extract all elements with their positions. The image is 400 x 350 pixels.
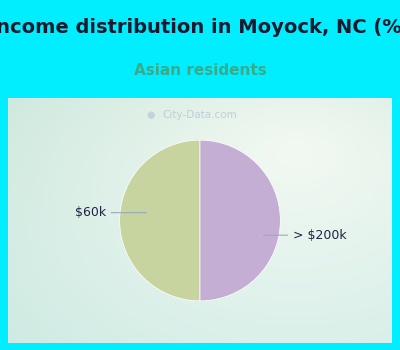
Text: > $200k: > $200k xyxy=(264,229,347,242)
Text: City-Data.com: City-Data.com xyxy=(163,110,237,120)
Wedge shape xyxy=(120,140,200,301)
Text: Income distribution in Moyock, NC (%): Income distribution in Moyock, NC (%) xyxy=(0,18,400,37)
Text: ●: ● xyxy=(147,110,155,120)
Text: Asian residents: Asian residents xyxy=(134,63,266,78)
Text: $60k: $60k xyxy=(74,206,146,219)
Wedge shape xyxy=(200,140,280,301)
